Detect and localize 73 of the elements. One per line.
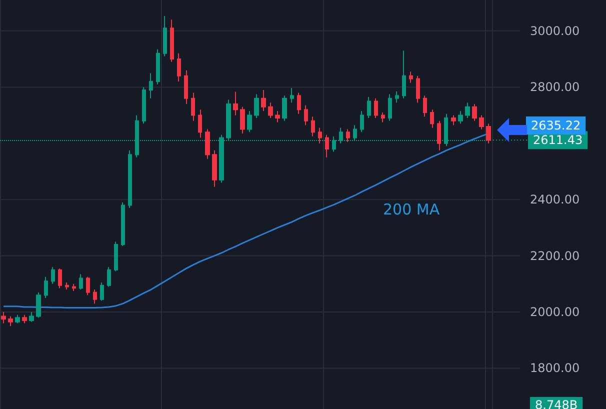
candlestick [367, 96, 371, 119]
candlestick [240, 106, 245, 134]
candlestick [360, 110, 364, 133]
candlestick [121, 202, 125, 246]
candlestick [22, 314, 27, 324]
candlestick [170, 19, 174, 62]
ref-line-label: 2611.43 [533, 133, 583, 148]
y-tick-label: 1800.00 [530, 361, 580, 376]
candlestick [346, 128, 350, 142]
candlestick [325, 134, 329, 158]
candlestick [409, 71, 413, 84]
candlestick [233, 91, 238, 116]
candlestick [191, 92, 195, 122]
candlestick [261, 89, 266, 112]
y-tick-label: 2800.00 [530, 80, 580, 94]
candlestick [402, 50, 406, 99]
candlestick [79, 274, 83, 290]
candlestick [254, 94, 259, 119]
candlestick [15, 314, 20, 324]
text: 8.748B [535, 398, 578, 409]
candlestick [423, 95, 427, 118]
candlestick [93, 289, 97, 304]
text: 2635.22 [531, 118, 581, 133]
candlestick [8, 316, 13, 327]
candlestick [381, 112, 385, 123]
candlestick [268, 102, 273, 119]
candlestick [128, 150, 132, 209]
candlestick [149, 72, 153, 99]
candlestick [465, 102, 470, 119]
candlestick [430, 109, 434, 128]
candlestick [311, 116, 315, 137]
candlestick [458, 110, 463, 124]
candlestick [44, 276, 48, 298]
candlestick [297, 92, 301, 114]
candlestick [304, 104, 308, 126]
candlestick [275, 110, 280, 123]
candlestick [36, 292, 41, 318]
candlestick [282, 95, 287, 122]
candlestick [51, 266, 55, 284]
candlestick [72, 283, 76, 292]
candlestick [177, 52, 181, 82]
candlestick [29, 312, 34, 322]
y-tick-label: 2200.00 [530, 248, 580, 263]
candlestick [479, 114, 484, 130]
candlestick [86, 276, 90, 296]
candlestick [58, 268, 62, 289]
candlestick [205, 128, 210, 160]
candlestick [1, 312, 6, 324]
candlestick [486, 123, 491, 144]
y-tick-label: 2400.00 [530, 192, 580, 207]
candlestick [451, 114, 456, 126]
candlestick [184, 70, 188, 105]
candlestick [388, 94, 392, 122]
candlestick [247, 110, 252, 133]
candlestick [107, 266, 111, 288]
candlestick [142, 86, 146, 124]
y-tick-label: 3000.00 [530, 24, 580, 38]
candlestick [472, 104, 477, 122]
candlestick [198, 109, 202, 138]
candlestick [318, 127, 322, 144]
candlestick [114, 241, 118, 272]
candlestick [100, 282, 104, 302]
candlestick [65, 282, 69, 290]
y-tick-label: 2000.00 [530, 305, 580, 320]
candlestick [156, 48, 160, 85]
candlestick [416, 75, 420, 104]
candlestick [437, 120, 441, 151]
candlestick [374, 98, 378, 119]
candlestick [212, 150, 217, 188]
candlestick [395, 90, 399, 104]
candlestick [163, 16, 167, 57]
candlestick [290, 87, 294, 104]
annotation: 200 MA [383, 200, 440, 218]
